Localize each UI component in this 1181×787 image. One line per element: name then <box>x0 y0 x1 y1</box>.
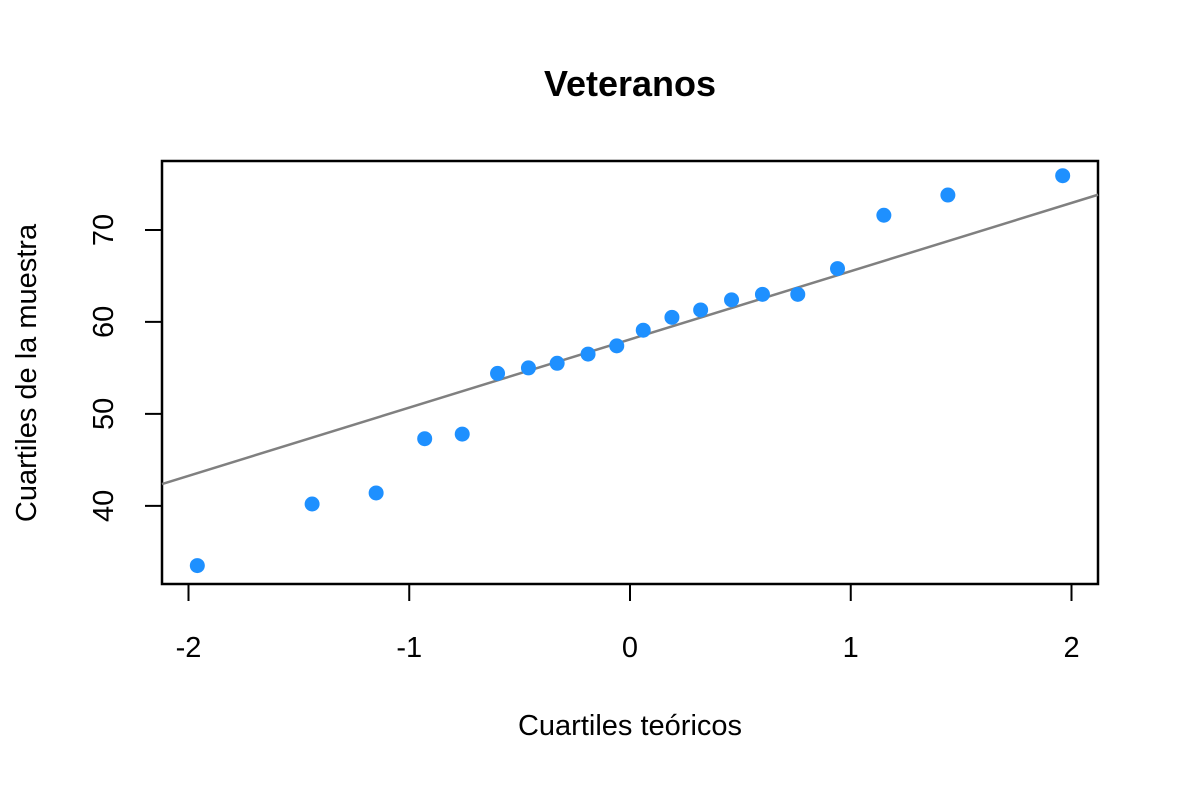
data-point <box>830 261 846 277</box>
x-tick-label: 1 <box>843 632 859 664</box>
y-tick-label: 70 <box>88 214 120 246</box>
data-point <box>664 309 680 325</box>
data-point <box>549 355 565 371</box>
plot-frame <box>160 159 1100 586</box>
y-axis-label: Cuartiles de la muestra <box>11 223 43 522</box>
x-axis: -2 -1 0 1 2 <box>176 583 1080 664</box>
data-points <box>189 168 1071 574</box>
data-point <box>790 286 806 302</box>
x-axis-label: Cuartiles teóricos <box>518 710 742 742</box>
y-tick-label: 40 <box>88 490 120 522</box>
data-point <box>754 286 770 302</box>
data-point <box>520 360 536 376</box>
reference-line-group <box>161 193 1099 486</box>
data-point <box>490 365 506 381</box>
x-tick-label: 0 <box>622 632 638 664</box>
reference-line <box>161 193 1099 486</box>
x-tick-label: -1 <box>396 632 422 664</box>
data-point <box>693 302 709 318</box>
x-tick-label: -2 <box>176 632 202 664</box>
data-point <box>940 187 956 203</box>
data-point <box>304 496 320 512</box>
chart-title: Veteranos <box>544 63 716 104</box>
data-point <box>417 431 433 447</box>
y-tick-label: 50 <box>88 398 120 430</box>
x-tick-label: 2 <box>1063 632 1079 664</box>
data-point <box>189 558 205 574</box>
y-axis: 40 50 60 70 <box>88 214 163 522</box>
data-point <box>635 322 651 338</box>
data-point <box>609 338 625 354</box>
data-point <box>724 292 740 308</box>
data-point <box>876 207 892 223</box>
data-point <box>368 485 384 501</box>
y-tick-label: 60 <box>88 306 120 338</box>
data-point <box>1055 168 1071 184</box>
data-point <box>580 346 596 362</box>
data-point <box>454 426 470 442</box>
